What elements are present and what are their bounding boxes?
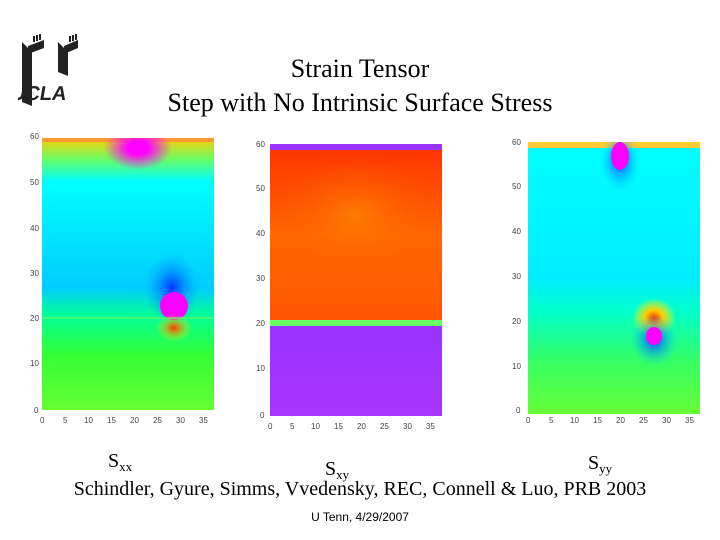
y-tick: 10 [30, 359, 39, 368]
y-tick: 40 [512, 227, 521, 236]
x-tick: 25 [380, 422, 389, 431]
x-tick: 25 [153, 416, 162, 425]
y-tick: 60 [256, 140, 265, 149]
x-tick: 20 [616, 416, 625, 425]
y-tick: 60 [30, 132, 39, 141]
x-tick: 10 [570, 416, 579, 425]
label-sxx: Sxx [108, 450, 133, 474]
x-tick: 35 [426, 422, 435, 431]
y-tick: 10 [256, 364, 265, 373]
citation: Schindler, Gyure, Simms, Vvedensky, REC,… [73, 478, 647, 500]
ucla-logo: UCLA [9, 32, 84, 110]
y-tick: 50 [512, 182, 521, 191]
x-tick: 30 [176, 416, 185, 425]
x-tick: 5 [290, 422, 295, 431]
y-tick: 20 [256, 319, 265, 328]
plot-sxy: 60 50 40 30 20 10 0 0 5 10 15 20 25 30 3… [250, 136, 450, 436]
y-tick: 40 [256, 229, 265, 238]
label-sxy: Sxy [325, 458, 350, 482]
syy-field [528, 142, 700, 414]
x-tick: 0 [268, 422, 273, 431]
x-tick: 35 [199, 416, 208, 425]
logo-text: UCLA [18, 83, 69, 105]
y-tick: 50 [256, 184, 265, 193]
y-tick: 50 [30, 178, 39, 187]
x-tick: 0 [526, 416, 531, 425]
y-tick: 0 [516, 406, 521, 415]
footer: U Tenn, 4/29/2007 [311, 510, 409, 524]
y-tick: 20 [512, 317, 521, 326]
sxy-field [270, 144, 442, 416]
plot-sxx: 60 50 40 30 20 10 0 0 5 10 15 20 25 30 3… [26, 130, 226, 430]
x-tick: 15 [107, 416, 116, 425]
y-tick: 20 [30, 314, 39, 323]
slide-title-line2: Step with No Intrinsic Surface Stress [167, 88, 553, 117]
plot-syy: 60 50 40 30 20 10 0 0 5 10 15 20 25 30 3… [508, 136, 708, 436]
y-tick: 0 [260, 411, 265, 420]
y-tick: 0 [34, 406, 39, 415]
x-tick: 25 [639, 416, 648, 425]
x-tick: 35 [685, 416, 694, 425]
x-tick: 5 [549, 416, 554, 425]
sxx-field [42, 138, 214, 410]
x-tick: 20 [357, 422, 366, 431]
y-tick: 30 [256, 274, 265, 283]
x-tick: 15 [593, 416, 602, 425]
x-tick: 0 [40, 416, 45, 425]
x-tick: 30 [662, 416, 671, 425]
x-tick: 10 [84, 416, 93, 425]
x-tick: 10 [311, 422, 320, 431]
y-tick: 30 [512, 272, 521, 281]
x-tick: 30 [403, 422, 412, 431]
x-tick: 5 [63, 416, 68, 425]
label-syy: Syy [588, 452, 613, 476]
y-tick: 30 [30, 269, 39, 278]
x-tick: 20 [130, 416, 139, 425]
slide-title-line1: Strain Tensor [290, 54, 430, 83]
y-tick: 10 [512, 362, 521, 371]
y-tick: 40 [30, 224, 39, 233]
x-tick: 15 [334, 422, 343, 431]
y-tick: 60 [512, 138, 521, 147]
